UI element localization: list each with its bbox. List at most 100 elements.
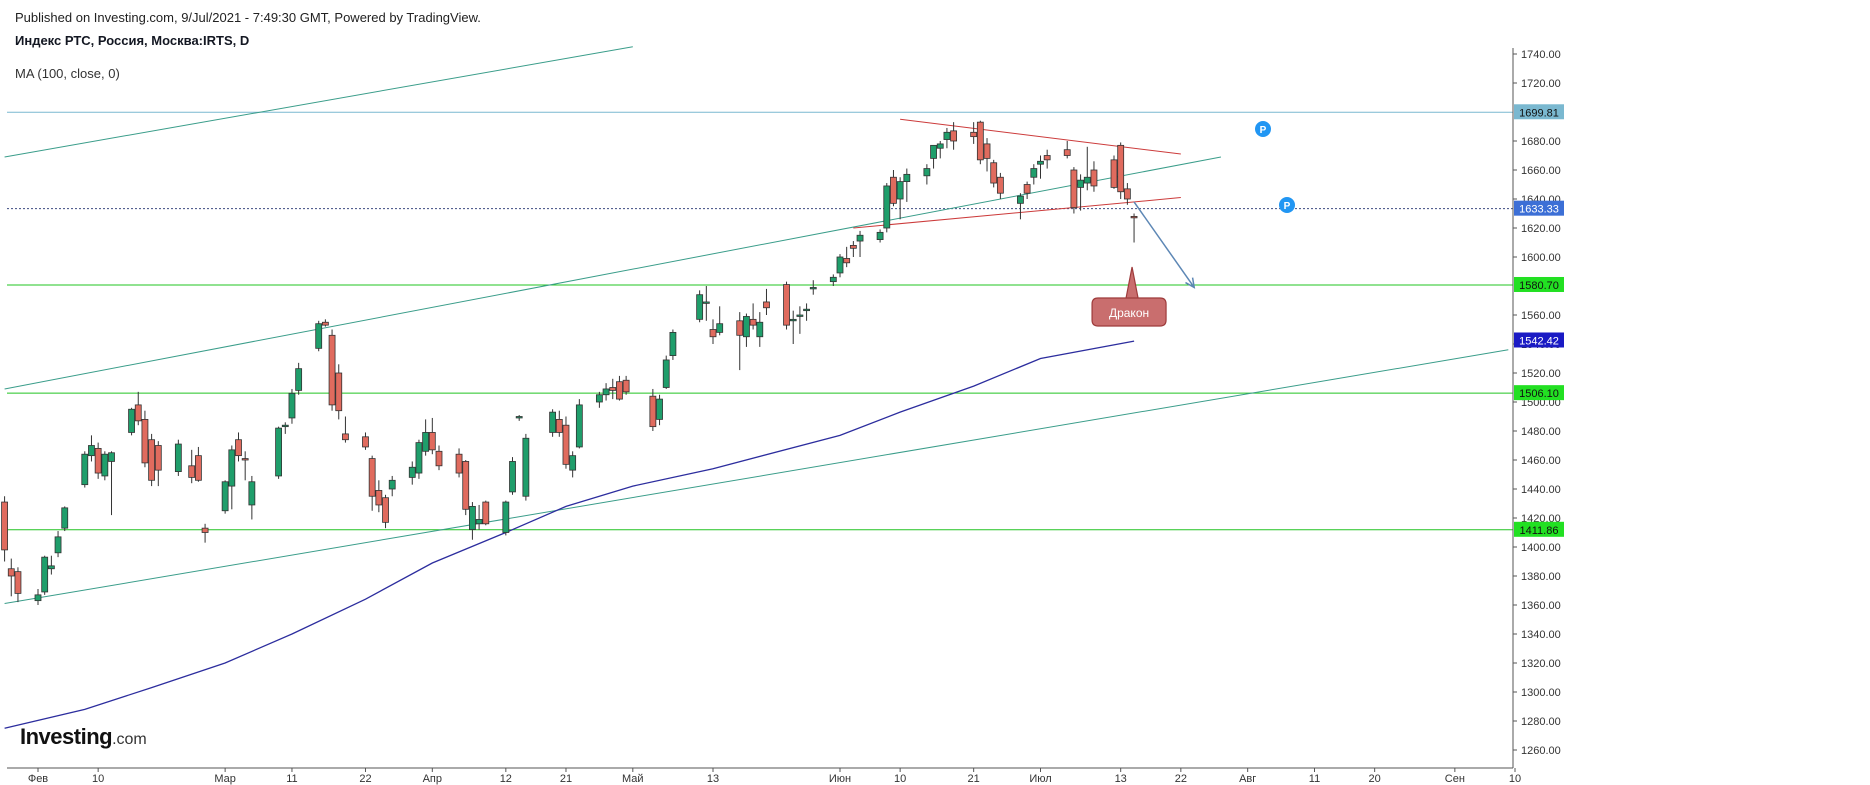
candle-body [595,394,603,403]
investing-logo[interactable]: Investing.com [20,724,147,750]
candle-2021-06-11 [903,168,911,202]
candle-body [509,461,516,493]
price-label-box [1514,200,1564,216]
candle-body [829,276,837,283]
candle-2021-03-18 [335,364,343,420]
candle-body [930,144,937,159]
logo-main: Investing [20,724,113,749]
candle-2021-05-21 [763,288,770,315]
price-axis: 1740.001720.001680.001660.001640.001620.… [1512,48,1564,768]
price-tick-label: 1620.00 [1521,223,1561,235]
candle-body [1083,176,1091,184]
candle-body [14,571,22,594]
price-label-1699.81: 1699.81 [1514,104,1564,120]
candle-body [1090,169,1098,187]
time-tick-label: 11 [286,773,297,785]
candle-body [555,418,563,433]
candle-2021-03-26 [388,475,396,497]
candle-body [154,445,162,471]
candles-layer [1,120,1138,605]
candle-2021-04-01 [428,417,436,455]
candle-body [890,176,897,204]
candle-2021-02-19 [154,441,162,487]
candle-body [408,466,416,478]
candle-body [455,453,463,474]
candle-2021-06-08 [883,183,891,233]
candle-body [983,143,991,159]
candle-2021-06-04 [856,230,864,257]
trendline-wedge-upper [900,118,1181,155]
pattern-marker-p[interactable]: P [1255,121,1271,137]
candle-body [1130,215,1138,219]
candle-body [94,447,102,474]
candle-body [1,501,8,551]
price-label-box [1514,385,1564,401]
candle-body [522,437,530,497]
candle-2021-06-15 [930,144,937,169]
candle-2021-06-09 [890,170,897,207]
candle-body [936,143,944,149]
candle-body [903,173,911,183]
candle-2021-02-04 [54,531,62,558]
candle-body [602,388,610,396]
drawing-layer [4,46,1513,729]
price-tick-label: 1520.00 [1521,368,1561,380]
candle-2021-03-19 [342,416,349,443]
price-tick-label: 1360.00 [1521,600,1561,612]
candle-body [228,449,236,487]
candle-body [836,256,844,274]
time-tick-label: 13 [707,773,719,785]
price-label-box [1514,104,1564,120]
candle-2021-07-15 [1130,213,1138,243]
price-label-text: 1699.81 [1519,107,1559,119]
candle-body [515,416,523,419]
candle-body [849,244,857,249]
time-tick-label: Апр [423,773,442,785]
candle-2021-03-02 [228,445,236,510]
candle-body [1123,188,1131,200]
projection-arrow-head [1185,277,1196,289]
callout-label: Дракон [1109,306,1149,320]
candle-2021-05-06 [662,355,670,389]
price-label-text: 1580.70 [1519,280,1559,292]
trendline-wedge-lower [853,197,1181,229]
candle-2021-05-04 [649,388,657,431]
candle-2021-02-01 [34,589,42,605]
trendline-channel-lower [4,349,1509,605]
candle-body [883,185,891,229]
candle-body [702,301,710,304]
dragon-callout: Дракон [1091,266,1167,327]
candle-2021-04-06 [462,460,470,516]
candle-2021-06-02 [843,246,851,268]
candle-body [382,497,389,523]
candle-2021-02-03 [47,555,55,575]
price-label-text: 1542.42 [1519,335,1559,347]
time-tick-label: Мар [214,773,236,785]
candle-2021-02-10 [94,442,102,479]
candle-body [943,131,951,140]
candle-2021-03-31 [422,419,430,456]
candle-2021-05-05 [656,394,663,426]
candle-2021-02-26 [201,523,209,543]
candle-2021-06-03 [849,241,857,257]
candle-2021-03-01 [221,480,229,514]
candle-2021-03-11 [288,388,296,424]
candle-2021-06-30 [1030,164,1038,185]
candle-2021-05-19 [749,303,757,330]
time-tick-label: 11 [1309,773,1320,785]
indicator-legend[interactable]: MA (100, close, 0) [15,66,120,81]
candle-body [1077,179,1084,188]
candle-2021-03-15 [315,320,323,352]
pattern-marker-p[interactable]: P [1279,197,1295,213]
candle-body [1043,155,1051,161]
candle-body [241,458,249,461]
candle-body [796,314,804,317]
price-tick-label: 1400.00 [1521,542,1561,554]
candle-body [388,479,396,490]
marker-circle [1279,197,1295,213]
price-tick-label: 1340.00 [1521,629,1561,641]
candle-body [716,323,724,333]
marker-circle [1255,121,1271,137]
candle-2021-06-23 [983,138,991,172]
